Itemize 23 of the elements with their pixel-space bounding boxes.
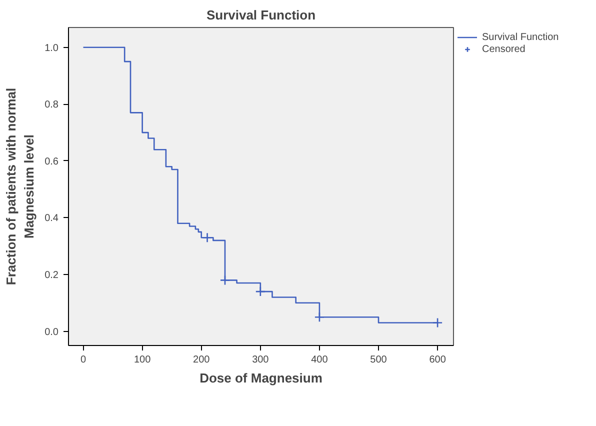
x-tick-label: 400 — [311, 354, 328, 366]
chart-title: Survival Function — [206, 8, 316, 22]
y-tick-label: 0.2 — [44, 270, 59, 282]
point — [432, 318, 443, 328]
x-tick-label: 600 — [429, 354, 446, 366]
x-tick-label: 100 — [134, 354, 152, 366]
x-tick-label: 0 — [80, 354, 86, 366]
x-tick-label: 300 — [252, 354, 270, 366]
y-tick-label: 0.4 — [44, 213, 59, 224]
x-axis-title: Dose of Magnesium — [200, 370, 322, 386]
point — [202, 232, 212, 243]
y-tick-label: 0.8 — [44, 100, 59, 111]
y-tick-label: 0.6 — [44, 156, 59, 168]
legend-label: Censored — [482, 43, 526, 55]
y-tick-label: 0.0 — [44, 326, 59, 338]
point — [314, 312, 325, 322]
y-tick-label: 1.0 — [44, 42, 59, 54]
point — [220, 275, 230, 286]
legend-label: Survival Function — [482, 31, 559, 43]
y-axis-title: Fraction of patients with normal Magnesium level — [4, 88, 37, 286]
point — [255, 286, 266, 297]
x-tick-label: 500 — [370, 354, 388, 366]
x-tick-label: 200 — [193, 354, 210, 366]
